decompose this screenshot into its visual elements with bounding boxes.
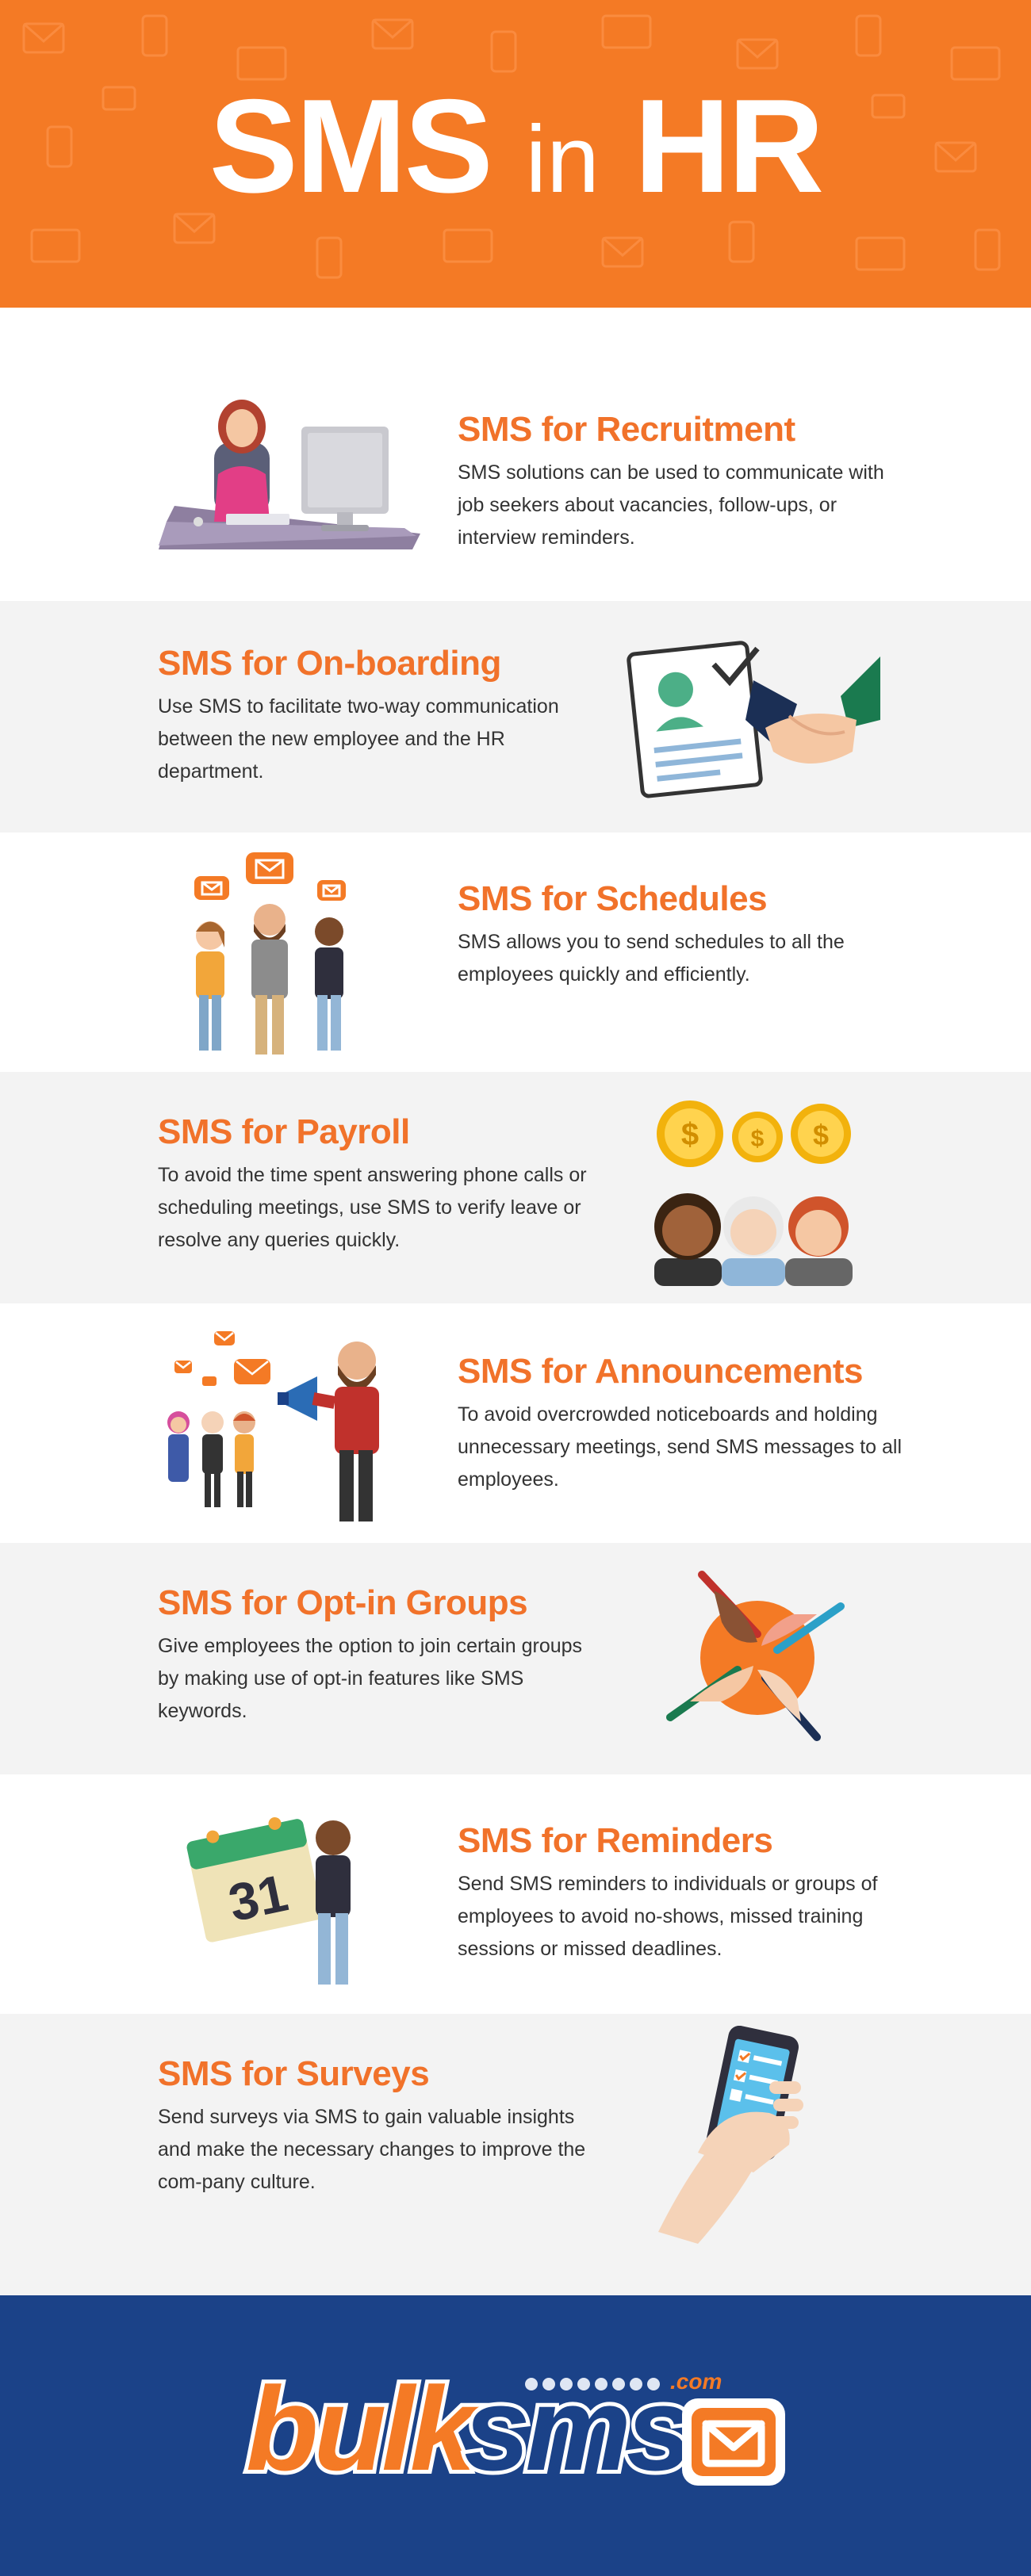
logo-bulk: bulk xyxy=(246,2362,481,2495)
section-description: Send SMS reminders to individuals or gro… xyxy=(458,1873,878,1961)
section-surveys: SMS for Surveys Send surveys via SMS to … xyxy=(0,2014,1031,2295)
section-text: SMS for Schedules SMS allows you to send… xyxy=(458,879,902,991)
section-text: SMS for Announcements To avoid overcrowd… xyxy=(458,1352,902,1496)
section-description: SMS solutions can be used to communicate… xyxy=(458,461,884,549)
contract-handshake-icon xyxy=(627,641,880,798)
section-title: SMS for Opt-in Groups xyxy=(158,1583,528,1622)
section-description: Send surveys via SMS to gain valuable in… xyxy=(158,2106,586,2194)
section-payroll: SMS for Payroll To avoid the time spent … xyxy=(0,1072,1031,1303)
section-text: SMS for Opt-in Groups Give employees the… xyxy=(158,1583,602,1728)
section-title: SMS for Surveys xyxy=(158,2054,430,2093)
section-description: Give employees the option to join certai… xyxy=(158,1635,583,1723)
section-text: SMS for On-boarding Use SMS to facilitat… xyxy=(158,644,602,788)
logo-dots xyxy=(525,2378,660,2390)
section-description: To avoid the time spent answering phone … xyxy=(158,1164,587,1252)
section-title: SMS for Schedules xyxy=(458,879,768,918)
footer: bulk sms .com xyxy=(0,2295,1031,2576)
calendar-reminder-icon: 31 xyxy=(186,1816,351,1985)
section-text: SMS for Payroll To avoid the time spent … xyxy=(158,1112,602,1257)
svg-text:$: $ xyxy=(681,1117,699,1152)
section-text: SMS for Reminders Send SMS reminders to … xyxy=(458,1821,902,1965)
envelope-icon xyxy=(682,2398,785,2486)
section-text: SMS for Surveys Send surveys via SMS to … xyxy=(158,2054,602,2199)
section-title: SMS for Announcements xyxy=(458,1352,864,1391)
logo-com: .com xyxy=(670,2369,722,2394)
svg-text:$: $ xyxy=(751,1126,765,1152)
title-hr: HR xyxy=(634,71,825,220)
section-announcements: SMS for Announcements To avoid overcrowd… xyxy=(0,1303,1031,1543)
section-onboarding: SMS for On-boarding Use SMS to facilitat… xyxy=(0,601,1031,833)
section-title: SMS for Payroll xyxy=(158,1112,410,1151)
joined-hands-icon xyxy=(666,1571,845,1741)
section-title: SMS for Recruitment xyxy=(458,410,795,449)
calendar-day: 31 xyxy=(224,1863,293,1933)
header-banner: SMS in HR xyxy=(0,0,1031,308)
office-worker-at-desk-icon xyxy=(159,400,420,549)
section-title: SMS for On-boarding xyxy=(158,644,501,683)
section-opt-in-groups: SMS for Opt-in Groups Give employees the… xyxy=(0,1543,1031,1774)
title-sms: SMS xyxy=(209,71,493,220)
bulksms-logo[interactable]: bulk sms .com xyxy=(238,2351,793,2517)
message-pattern-icon xyxy=(22,14,1001,279)
page-title: SMS in HR xyxy=(0,79,1031,212)
section-description: To avoid overcrowded noticeboards and ho… xyxy=(458,1403,902,1491)
section-schedules: SMS for Schedules SMS allows you to send… xyxy=(0,833,1031,1072)
phone-survey-icon xyxy=(658,2026,803,2244)
section-description: Use SMS to facilitate two-way communicat… xyxy=(158,695,559,783)
employees-receiving-messages-icon xyxy=(194,852,346,1055)
svg-text:$: $ xyxy=(813,1119,829,1151)
section-description: SMS allows you to send schedules to all … xyxy=(458,931,845,986)
megaphone-announcement-icon xyxy=(167,1331,379,1521)
coins-and-employees-icon: $ $ $ xyxy=(654,1100,853,1286)
section-reminders: 31 SMS for Reminders Send SMS reminders … xyxy=(0,1774,1031,2014)
section-title: SMS for Reminders xyxy=(458,1821,773,1860)
title-in: in xyxy=(525,106,600,212)
section-text: SMS for Recruitment SMS solutions can be… xyxy=(458,410,902,554)
section-recruitment: SMS for Recruitment SMS solutions can be… xyxy=(0,308,1031,601)
